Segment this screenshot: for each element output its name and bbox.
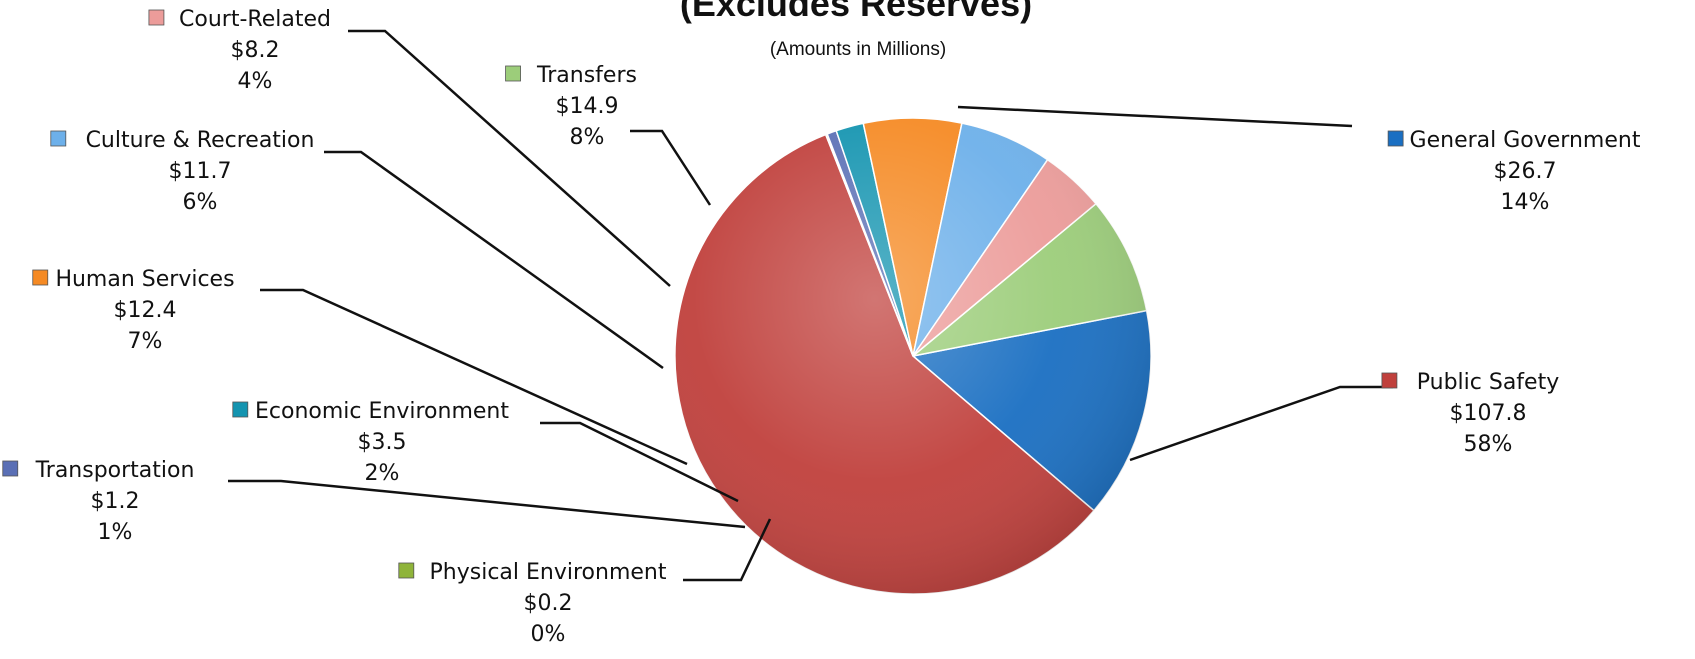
legend-swatch-public-safety xyxy=(1381,372,1398,389)
legend-swatch-transfers xyxy=(505,65,521,82)
leader-lines xyxy=(228,29,1393,582)
data-label-value: $8.2 xyxy=(231,38,280,63)
leader-line-human-services xyxy=(260,288,688,466)
slice-labels: General Government $26.7 14% Public Safety $… xyxy=(2,7,1641,647)
label-transfers: Transfers $14.9 8% xyxy=(505,63,637,150)
data-label-percent: 1% xyxy=(98,520,133,545)
data-label-percent: 4% xyxy=(238,69,273,94)
legend-name: Economic Environment xyxy=(255,399,509,424)
svg-text:Transportation$1.21%: Transportation $1.2 1% xyxy=(35,458,195,545)
legend-swatch-transportation xyxy=(2,460,19,477)
leader-line-culture-and-recreation xyxy=(324,150,664,370)
leader-line-transportation xyxy=(228,479,746,529)
svg-text:General Government$26.714%: General Government $26.7 14% xyxy=(1410,128,1641,215)
chart-title: (Excludes Reserves) xyxy=(680,0,1032,24)
svg-text:Public Safety$107.858%: Public Safety $107.8 58% xyxy=(1417,370,1559,457)
data-label-value: $12.4 xyxy=(114,298,177,323)
legend-name: Culture & Recreation xyxy=(86,128,315,153)
leader-line-transfers xyxy=(630,129,712,206)
data-label-percent: 7% xyxy=(128,329,163,354)
svg-text:Transfers$14.98%: Transfers $14.9 8% xyxy=(536,63,637,150)
label-court-related: Court-Related $8.2 4% xyxy=(148,7,331,94)
data-label-value: $26.7 xyxy=(1494,159,1557,184)
legend-name: Physical Environment xyxy=(430,560,667,585)
legend-name: Human Services xyxy=(55,267,234,292)
data-label-value: $3.5 xyxy=(358,430,407,455)
svg-text:Culture & Recreation$11.76%: Culture & Recreation $11.7 6% xyxy=(86,128,315,215)
data-label-value: $0.2 xyxy=(524,591,573,616)
chart-subtitle: (Amounts in Millions) xyxy=(770,39,946,60)
data-label-percent: 8% xyxy=(570,125,605,150)
data-label-value: $14.9 xyxy=(556,94,619,119)
svg-text:Court-Related$8.24%: Court-Related $8.2 4% xyxy=(179,7,331,94)
legend-swatch-economic-environment xyxy=(232,401,249,418)
legend-name: Public Safety xyxy=(1417,370,1559,395)
label-culture-and-recreation: Culture & Recreation $11.7 6% xyxy=(50,128,315,215)
legend-swatch-human-services xyxy=(32,269,49,286)
data-label-percent: 58% xyxy=(1464,432,1513,457)
data-label-value: $11.7 xyxy=(169,159,232,184)
legend-name: Transportation xyxy=(35,458,195,483)
leader-line-public-safety xyxy=(1129,385,1393,462)
label-public-safety: Public Safety $107.8 58% xyxy=(1381,370,1559,457)
data-label-value: $1.2 xyxy=(91,489,140,514)
legend-swatch-physical-environment xyxy=(398,562,415,579)
leader-line-court-related xyxy=(348,29,671,287)
svg-text:Human Services$12.47%: Human Services $12.4 7% xyxy=(55,267,234,354)
label-human-services: Human Services $12.4 7% xyxy=(32,267,235,354)
label-economic-environment: Economic Environment $3.5 2% xyxy=(232,399,509,486)
leader-line-physical-environment xyxy=(683,518,772,582)
label-physical-environment: Physical Environment $0.2 0% xyxy=(398,560,667,647)
leader-line-economic-environment xyxy=(540,421,739,503)
data-label-percent: 2% xyxy=(365,461,400,486)
legend-name: General Government xyxy=(1410,128,1641,153)
legend-swatch-general-government xyxy=(1387,130,1404,147)
pie-slices xyxy=(674,117,1152,595)
data-label-percent: 14% xyxy=(1501,190,1550,215)
legend-swatch-culture-and-recreation xyxy=(50,130,67,147)
legend-name: Transfers xyxy=(536,63,637,88)
svg-text:Economic Environment$3.52%: Economic Environment $3.5 2% xyxy=(255,399,509,486)
data-label-value: $107.8 xyxy=(1450,401,1527,426)
label-transportation: Transportation $1.2 1% xyxy=(2,458,195,545)
legend-name: Court-Related xyxy=(179,7,331,32)
svg-text:Physical Environment$0.20%: Physical Environment $0.2 0% xyxy=(430,560,667,647)
label-general-government: General Government $26.7 14% xyxy=(1387,128,1641,215)
data-label-percent: 6% xyxy=(183,190,218,215)
legend-swatch-court-related xyxy=(148,9,165,26)
leader-line-general-government xyxy=(957,105,1353,128)
data-label-percent: 0% xyxy=(531,622,566,647)
